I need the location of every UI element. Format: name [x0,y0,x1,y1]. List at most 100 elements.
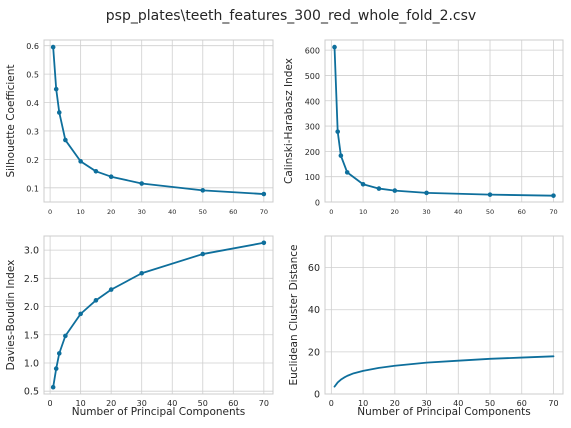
y-axis-label: Calinski-Harabasz Index [283,58,295,184]
data-point [93,169,99,174]
data-point [108,287,114,292]
x-tick-label: 10 [359,208,367,216]
series-line [333,355,555,388]
y-tick-label: 2.5 [24,274,39,285]
y-tick-label: 300 [305,123,320,132]
data-point [344,170,350,175]
y-tick-label: 2.0 [24,302,39,313]
data-point [200,188,206,193]
x-tick-label: 30 [138,208,146,216]
y-tick-label: 100 [305,173,320,182]
x-tick-label: 40 [167,399,177,408]
data-point [139,181,145,186]
y-axis-label: Silhouette Coefficient [5,64,17,177]
series-line [52,46,265,195]
y-tick-label: 0.3 [26,127,39,136]
x-tick-label: 20 [107,208,115,216]
x-tick-label: 0 [329,208,333,216]
x-tick-label: 60 [518,208,526,216]
y-tick-label: 0 [315,199,320,208]
y-tick-label: 0.2 [26,156,39,165]
figure-title: psp_plates\teeth_features_300_red_whole_… [106,8,476,24]
series-line [52,241,265,389]
plot-frame [324,39,564,203]
x-tick-label: 50 [198,399,208,408]
y-tick-label: 0.6 [26,42,39,51]
data-point [53,366,59,371]
data-point [376,186,382,191]
data-point [424,190,429,196]
x-tick-label: 70 [259,399,269,408]
subplot-1: 0 10 20 30 40 50 60 70 0.1 0.2 0.3 0.4 0.5 0.6 Silhoue… [5,39,274,216]
plot-frame [43,39,274,203]
y-tick-label: 500 [305,72,320,81]
y-tick-label: 60 [308,263,320,274]
x-tick-label: 20 [106,399,116,408]
x-tick-label: 20 [390,399,400,408]
data-point [261,191,267,197]
x-tick-label: 40 [454,208,462,216]
x-tick-label: 30 [422,208,430,216]
y-axis-label: Euclidean Cluster Distance [288,245,300,386]
y-tick-label: 1.5 [24,330,39,341]
data-point [50,384,56,390]
y-tick-label: 600 [305,47,320,56]
x-axis-label: Number of Principal Components [72,406,246,418]
data-point [78,159,83,164]
y-tick-label: 200 [305,148,320,157]
data-point [332,44,337,50]
x-axis-label: Number of Principal Components [357,406,531,418]
subplot-3: 0 10 20 30 40 50 60 70 0.5 1.0 1.5 2.0 2.5 3.0 Davies-… [5,235,274,418]
x-tick-label: 10 [76,208,84,216]
data-point [63,333,68,339]
series-line [333,46,555,197]
data-point [63,137,68,143]
data-point [487,192,493,197]
x-tick-label: 40 [168,208,176,216]
x-tick-label: 70 [548,399,558,408]
y-tick-label: 0.1 [26,184,39,193]
x-tick-label: 30 [137,399,147,408]
y-axis-label: Davies-Bouldin Index [5,260,17,371]
subplot-4: 0 10 20 30 40 50 60 70 0 20 40 60 Euclidean Cluster … [288,235,564,418]
y-tick-label: 20 [308,347,320,358]
data-point [261,240,267,246]
plot-frame [324,235,564,395]
data-point [108,174,114,180]
y-tick-label: 1.0 [24,358,39,369]
x-tick-label: 60 [517,399,527,408]
data-point [200,251,206,257]
data-point [53,86,59,92]
data-point [93,298,99,303]
x-tick-label: 40 [453,399,463,408]
data-point [78,311,83,317]
x-tick-label: 50 [486,208,494,216]
x-tick-label: 70 [260,208,268,216]
y-tick-label: 0.5 [26,71,39,80]
y-tick-label: 3.0 [24,246,39,257]
data-point [139,270,145,276]
y-tick-label: 40 [308,305,320,316]
x-tick-label: 30 [421,399,431,408]
x-tick-label: 10 [358,399,368,408]
data-point [360,181,366,187]
x-tick-label: 60 [229,208,237,216]
x-tick-label: 50 [485,399,495,408]
data-point [338,153,344,158]
data-point [335,129,340,134]
subplot-2: 0 10 20 30 40 50 60 70 0 100 200 300 400 500 600 Calins… [283,39,564,216]
x-tick-label: 50 [199,208,207,216]
x-tick-label: 0 [48,399,53,408]
y-tick-label: 0.5 [24,387,39,398]
x-tick-label: 0 [329,399,334,408]
x-tick-label: 70 [549,208,557,216]
x-tick-label: 20 [391,208,399,216]
data-point [392,188,398,193]
plot-frame [43,235,274,395]
y-tick-label: 0.4 [26,99,39,108]
y-tick-label: 400 [305,97,320,106]
x-tick-label: 10 [76,399,86,408]
x-tick-label: 60 [228,399,238,408]
data-point [56,110,62,115]
